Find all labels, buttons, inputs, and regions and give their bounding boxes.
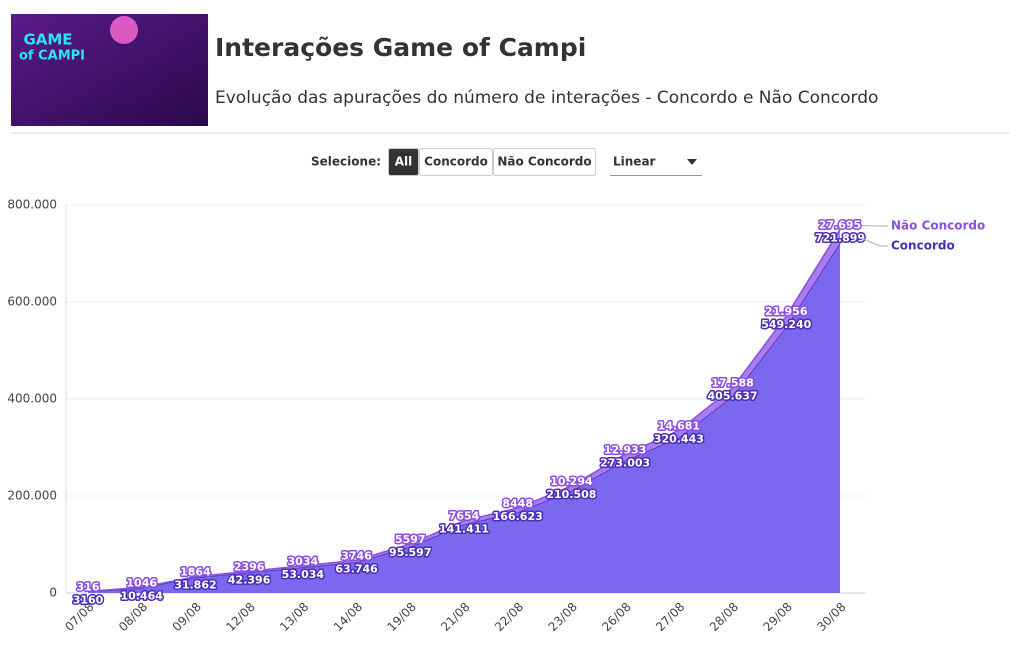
x-tick-label: 26/08 <box>599 600 633 634</box>
dropdown-arrow <box>687 159 697 165</box>
x-tick-label: 14/08 <box>331 600 365 634</box>
data-label: 3746 <box>341 549 372 562</box>
button-label[interactable]: Concordo <box>424 155 488 169</box>
y-tick-label: 200.000 <box>7 489 57 503</box>
area <box>88 242 840 594</box>
y-tick-label: 400.000 <box>7 392 57 406</box>
button[interactable] <box>388 148 419 176</box>
dropdown[interactable]: Linear <box>613 155 656 169</box>
end-label-connector <box>861 237 888 247</box>
subtitle: Evolução das apurações do número de inte… <box>215 88 878 108</box>
data-label: 8448 <box>502 497 533 510</box>
x-tick-label: 12/08 <box>223 600 257 634</box>
end-label-connector <box>861 224 888 227</box>
data-label: 10.294 <box>550 475 593 488</box>
logo-text: GAME <box>23 31 72 49</box>
end-label: Concordo <box>891 239 955 253</box>
x-tick-label: 27/08 <box>653 600 687 634</box>
x-tick-label: 13/08 <box>277 600 311 634</box>
data-label: 3160 <box>73 593 104 606</box>
y-tick-label: 800.000 <box>7 198 57 212</box>
data-label: 210.508 <box>546 488 596 501</box>
data-label: 63.746 <box>335 562 378 575</box>
data-label: 320.443 <box>654 432 704 445</box>
x-tick-label: 09/08 <box>170 600 204 634</box>
x-tick-label: 08/08 <box>116 600 150 634</box>
data-label: 5597 <box>395 533 426 546</box>
data-label: 1864 <box>180 566 211 579</box>
data-label: 21.956 <box>765 305 808 318</box>
x-tick-label: 29/08 <box>761 600 795 634</box>
data-label: 27.695 <box>819 218 861 231</box>
data-label: 10.464 <box>120 589 163 602</box>
title: Interações Game of Campi <box>215 33 586 62</box>
data-label: 166.623 <box>493 510 543 523</box>
button[interactable] <box>493 148 596 176</box>
button-label[interactable]: Não Concordo <box>497 155 591 169</box>
x-tick-label: 30/08 <box>814 600 848 634</box>
data-label: 273.003 <box>600 456 650 469</box>
data-label: 2396 <box>234 560 265 573</box>
data-label: 141.411 <box>439 523 489 536</box>
control-label: Selecione: <box>311 155 381 169</box>
data-label: 12.933 <box>604 443 646 456</box>
x-tick-label: 28/08 <box>707 600 741 634</box>
x-tick-label: 19/08 <box>385 600 419 634</box>
data-label: 31.862 <box>174 579 216 592</box>
y-tick-label: 600.000 <box>7 295 57 309</box>
button-label[interactable]: All <box>395 155 413 169</box>
logo-image <box>11 14 208 126</box>
data-label: 17.588 <box>711 377 753 390</box>
data-label: 1046 <box>126 576 157 589</box>
line <box>87 229 841 593</box>
x-tick-label: 21/08 <box>438 600 472 634</box>
data-label: 549.240 <box>761 318 811 331</box>
logo-text: of CAMPI <box>19 49 85 64</box>
x-tick-label: 23/08 <box>546 600 580 634</box>
data-label: 14.681 <box>658 419 700 432</box>
x-tick-label: 22/08 <box>492 600 526 634</box>
data-label: 7654 <box>449 510 480 523</box>
button-group: All Concordo Não Concordo <box>388 148 596 176</box>
button[interactable] <box>419 148 493 176</box>
end-label: Não Concordo <box>891 219 985 233</box>
data-label: 95.597 <box>389 546 431 559</box>
data-label: 53.034 <box>282 568 325 581</box>
data-label: 316 <box>77 580 100 593</box>
logo-bulb <box>110 16 138 44</box>
data-label: 42.396 <box>228 573 271 586</box>
data-label: 3034 <box>288 555 319 568</box>
data-label: 405.637 <box>708 390 758 403</box>
y-tick-label: 0 <box>49 586 57 600</box>
data-label: 721.899 <box>815 231 865 244</box>
